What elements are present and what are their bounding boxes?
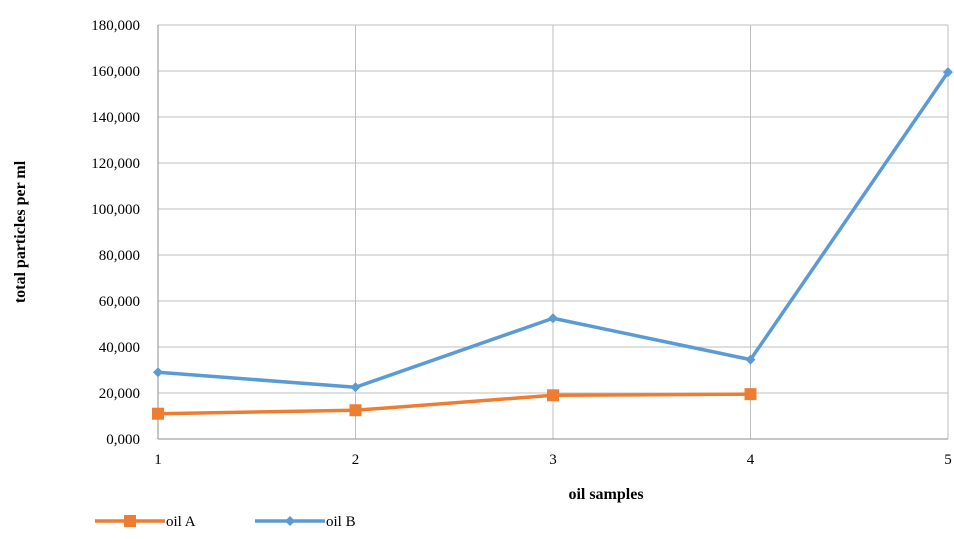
data-point [152,407,164,420]
y-tick-label: 160,000 [91,64,140,80]
y-tick-label: 120,000 [91,156,140,172]
y-tick-label: 20,000 [99,386,140,402]
x-tick-label: 5 [944,452,952,468]
y-axis-title: total particles per ml [12,160,29,303]
data-point [349,404,362,417]
data-point [943,67,953,78]
x-tick-label: 3 [549,452,557,468]
data-point [548,313,558,324]
y-tick-label: 80,000 [99,248,140,264]
series-layer [152,67,953,420]
series-line [157,392,751,416]
y-tick-label: 140,000 [91,110,140,126]
legend-label: oil B [326,514,356,530]
y-tick-label: 0,000 [106,432,140,448]
legend: oil A oil B [95,514,356,530]
legend-label: oil A [166,514,196,530]
legend-marker [285,516,295,526]
y-tick-label: 60,000 [99,294,140,310]
data-point [745,354,756,365]
x-tick-label: 4 [747,452,755,468]
series-oil-b [153,67,953,393]
x-tick-label: 1 [154,452,162,468]
data-point [350,382,361,393]
grid [158,24,949,439]
legend-item-oil-a: oil A [95,514,196,530]
x-tick-label: 2 [352,452,360,468]
series-oil-a [152,388,757,420]
legend-marker [124,515,136,527]
y-tick-label: 40,000 [99,340,140,356]
x-axis-title: oil samples [568,486,643,503]
y-tick-label: 180,000 [91,18,140,34]
y-tick-label: 100,000 [91,202,140,218]
legend-item-oil-b: oil B [255,514,356,530]
data-point [547,389,559,402]
data-point [153,367,163,378]
data-point [744,388,757,401]
tick-labels: 0,000 20,000 40,000 60,000 80,000 100,000 120,… [91,18,952,468]
